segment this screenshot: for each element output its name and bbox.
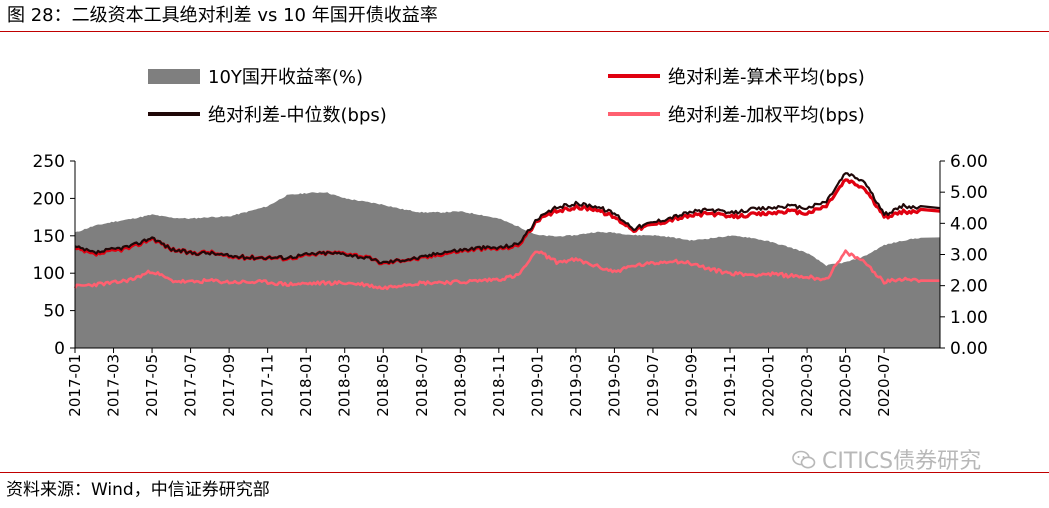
source-note: 资料来源：Wind，中信证券研究部 xyxy=(6,480,270,500)
page-title: 图 28：二级资本工具绝对利差 vs 10 年国开债收益率 xyxy=(7,5,438,26)
x-tick-label: 2018-03 xyxy=(336,354,354,417)
x-tick-label: 2020-07 xyxy=(875,354,893,417)
legend-item: 绝对利差-算术平均(bps) xyxy=(608,67,865,88)
left-tick-label: 150 xyxy=(33,227,65,247)
watermark-text: CITICS债券研究 xyxy=(822,449,982,474)
x-tick-label: 2019-11 xyxy=(721,354,739,417)
left-tick-label: 50 xyxy=(43,302,65,322)
series-area-yield xyxy=(75,192,940,348)
left-tick-label: 200 xyxy=(33,189,65,209)
legend-label: 绝对利差-中位数(bps) xyxy=(208,105,387,126)
footer-divider xyxy=(0,472,1049,473)
x-tick-label: 2019-05 xyxy=(605,354,623,417)
chart: 0 50 100 150 200 250 0.00 1.00 2.00 3.00 4.00 5.00 6… xyxy=(33,67,988,417)
legend-label: 绝对利差-算术平均(bps) xyxy=(668,67,865,88)
x-tick-label: 2019-03 xyxy=(567,354,585,417)
right-tick-label: 3.00 xyxy=(950,246,988,266)
legend: 10Y国开收益率(%) 绝对利差-算术平均(bps) 绝对利差-中位数(bps) 绝对… xyxy=(148,67,865,126)
x-tick-label: 2017-03 xyxy=(105,354,123,417)
x-tick-label: 2020-01 xyxy=(760,354,778,417)
x-tick-label: 2020-03 xyxy=(798,354,816,417)
x-tick-label: 2017-07 xyxy=(182,354,200,417)
x-tick-label: 2017-09 xyxy=(220,354,238,417)
x-tick-label: 2018-01 xyxy=(297,354,315,417)
wechat-icon xyxy=(792,450,816,469)
legend-label: 绝对利差-加权平均(bps) xyxy=(668,105,865,126)
right-tick-label: 6.00 xyxy=(950,152,988,172)
x-tick-label: 2017-05 xyxy=(143,354,161,417)
legend-label: 10Y国开收益率(%) xyxy=(208,67,363,88)
right-tick-label: 0.00 xyxy=(950,339,988,359)
x-tick-label: 2018-09 xyxy=(451,354,469,417)
legend-item: 绝对利差-中位数(bps) xyxy=(148,105,387,126)
right-tick-label: 2.00 xyxy=(950,277,988,297)
x-tick-label: 2020-05 xyxy=(837,354,855,417)
x-tick-label: 2019-07 xyxy=(644,354,662,417)
right-tick-label: 1.00 xyxy=(950,308,988,328)
series-line-median xyxy=(74,172,941,265)
legend-item: 绝对利差-加权平均(bps) xyxy=(608,105,865,126)
area-layer xyxy=(75,192,940,348)
tick-layer: 0 50 100 150 200 250 0.00 1.00 2.00 3.00 4.00 5.00 6… xyxy=(33,152,988,417)
line-layer xyxy=(73,172,941,291)
left-tick-label: 0 xyxy=(54,339,65,359)
x-tick-label: 2019-09 xyxy=(683,354,701,417)
x-tick-label: 2018-05 xyxy=(374,354,392,417)
title-divider xyxy=(0,31,1049,32)
left-tick-label: 250 xyxy=(33,152,65,172)
x-tick-label: 2017-01 xyxy=(66,354,84,417)
series-line-weighted xyxy=(73,249,941,291)
x-tick-label: 2017-11 xyxy=(259,354,277,417)
x-tick-label: 2019-01 xyxy=(528,354,546,417)
right-tick-label: 4.00 xyxy=(950,214,988,234)
watermark: CITICS债券研究 xyxy=(792,450,981,474)
legend-item: 10Y国开收益率(%) xyxy=(148,67,363,88)
legend-swatch-area xyxy=(148,69,200,84)
axis-layer xyxy=(70,160,945,353)
right-tick-label: 5.00 xyxy=(950,183,988,203)
x-tick-label: 2018-11 xyxy=(490,354,508,417)
left-tick-label: 100 xyxy=(33,264,65,284)
x-tick-label: 2018-07 xyxy=(413,354,431,417)
